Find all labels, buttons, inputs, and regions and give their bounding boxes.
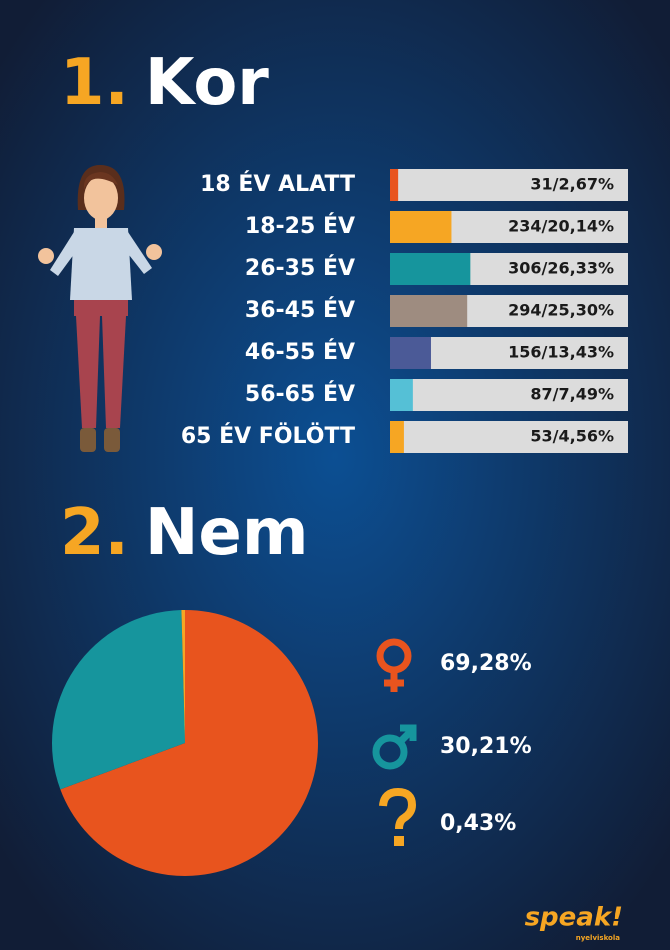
female-icon xyxy=(376,638,412,692)
bar-track xyxy=(390,421,628,453)
woman-illustration xyxy=(38,165,162,452)
bar-track xyxy=(390,169,628,201)
pie-slice xyxy=(60,610,319,877)
bar xyxy=(390,211,452,243)
pie-slice xyxy=(51,610,186,790)
value-label: 53/4,56% xyxy=(530,427,614,446)
pie-slice xyxy=(181,610,185,743)
value-label: 294/25,30% xyxy=(508,301,614,320)
bar xyxy=(390,253,471,285)
question-icon xyxy=(379,787,417,846)
category-label: 26-35 ÉV xyxy=(245,255,355,281)
category-label: 56-65 ÉV xyxy=(245,381,355,407)
category-label: 18 ÉV ALATT xyxy=(200,171,355,197)
bar xyxy=(390,379,413,411)
bar xyxy=(390,295,468,327)
section-title-text: Nem xyxy=(145,496,309,570)
value-label: 31/2,67% xyxy=(530,175,614,194)
section-number: 1. xyxy=(60,46,129,120)
category-label: 65 ÉV FÖLÖTT xyxy=(181,423,355,449)
bar-track xyxy=(390,379,628,411)
value-label: 234/20,14% xyxy=(508,217,614,236)
logo: speak! xyxy=(525,903,623,933)
bar xyxy=(390,337,431,369)
category-label: 18-25 ÉV xyxy=(245,213,355,239)
category-label: 46-55 ÉV xyxy=(245,339,355,365)
category-label: 36-45 ÉV xyxy=(245,297,355,323)
legend-value: 0,43% xyxy=(440,811,516,836)
value-label: 87/7,49% xyxy=(530,385,614,404)
section-title: 2. Nem xyxy=(60,496,309,570)
section-title-text: Kor xyxy=(145,46,269,120)
legend-value: 30,21% xyxy=(440,734,532,759)
logo-subtitle: nyelviskola xyxy=(576,934,620,942)
section-number: 2. xyxy=(60,496,129,570)
bar xyxy=(390,169,399,201)
legend-value: 69,28% xyxy=(440,651,532,676)
male-icon xyxy=(372,724,417,770)
value-label: 156/13,43% xyxy=(508,343,614,362)
bar xyxy=(390,421,404,453)
section-title: 1. Kor xyxy=(60,46,269,120)
value-label: 306/26,33% xyxy=(508,259,614,278)
